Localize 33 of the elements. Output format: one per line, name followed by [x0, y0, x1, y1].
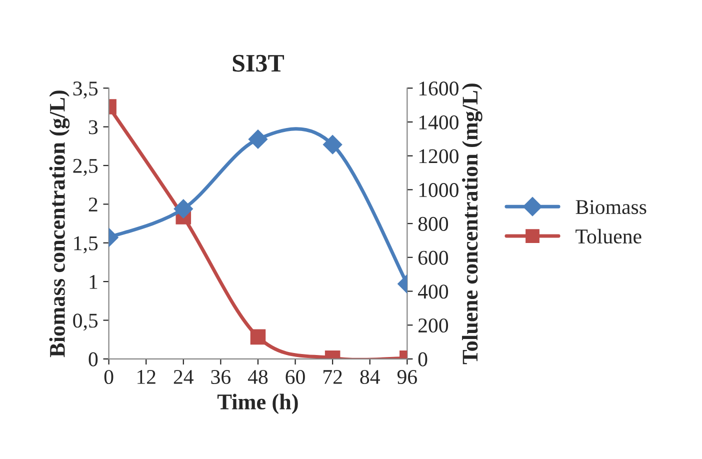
- y2-tick-label: 1000: [419, 183, 458, 198]
- y-tick-label: 1: [90, 275, 98, 289]
- y-tick-label: 3: [88, 120, 98, 134]
- x-tick-label: 60: [286, 370, 305, 384]
- x-tick-label: 36: [211, 370, 230, 384]
- legend-label: Toluene: [576, 228, 642, 244]
- y-axis-title: Biomass concentration (g/L): [49, 90, 70, 358]
- y-tick-label: 2: [88, 198, 98, 212]
- legend-label: Biomass: [576, 200, 646, 214]
- point: [248, 130, 268, 149]
- y2-tick-label: 600: [418, 250, 448, 265]
- y2-tick-label: 1200: [419, 149, 458, 164]
- chart-title: SI3T: [232, 54, 284, 72]
- y2-tick-label: 1400: [419, 115, 458, 130]
- x-tick-label: 84: [360, 370, 380, 384]
- x-axis-title: Time (h): [217, 394, 298, 414]
- y2-tick-label: 400: [418, 284, 448, 299]
- y2-tick-label: 200: [418, 318, 448, 333]
- y-tick-label: 0,5: [73, 314, 98, 331]
- x-tick-label: 48: [248, 370, 268, 384]
- x-tick-label: 72: [324, 370, 342, 384]
- y2-tick-label: 800: [418, 216, 448, 231]
- y2-tick-label: 1600: [419, 82, 458, 96]
- x-tick-label: 12: [138, 370, 156, 384]
- y-tick-label: 3,5: [73, 82, 98, 99]
- y2-tick-label: 0: [418, 352, 428, 366]
- y-tick-label: 1,5: [74, 236, 98, 254]
- x-tick-label: 96: [397, 370, 417, 384]
- y-tick-label: 2,5: [73, 158, 98, 176]
- x-tick-label: 0: [104, 370, 114, 384]
- y-tick-label: 0: [88, 352, 98, 366]
- x-tick-label: 24: [174, 370, 194, 384]
- y2-axis-title: Toluene concentration (mg/L): [462, 84, 482, 364]
